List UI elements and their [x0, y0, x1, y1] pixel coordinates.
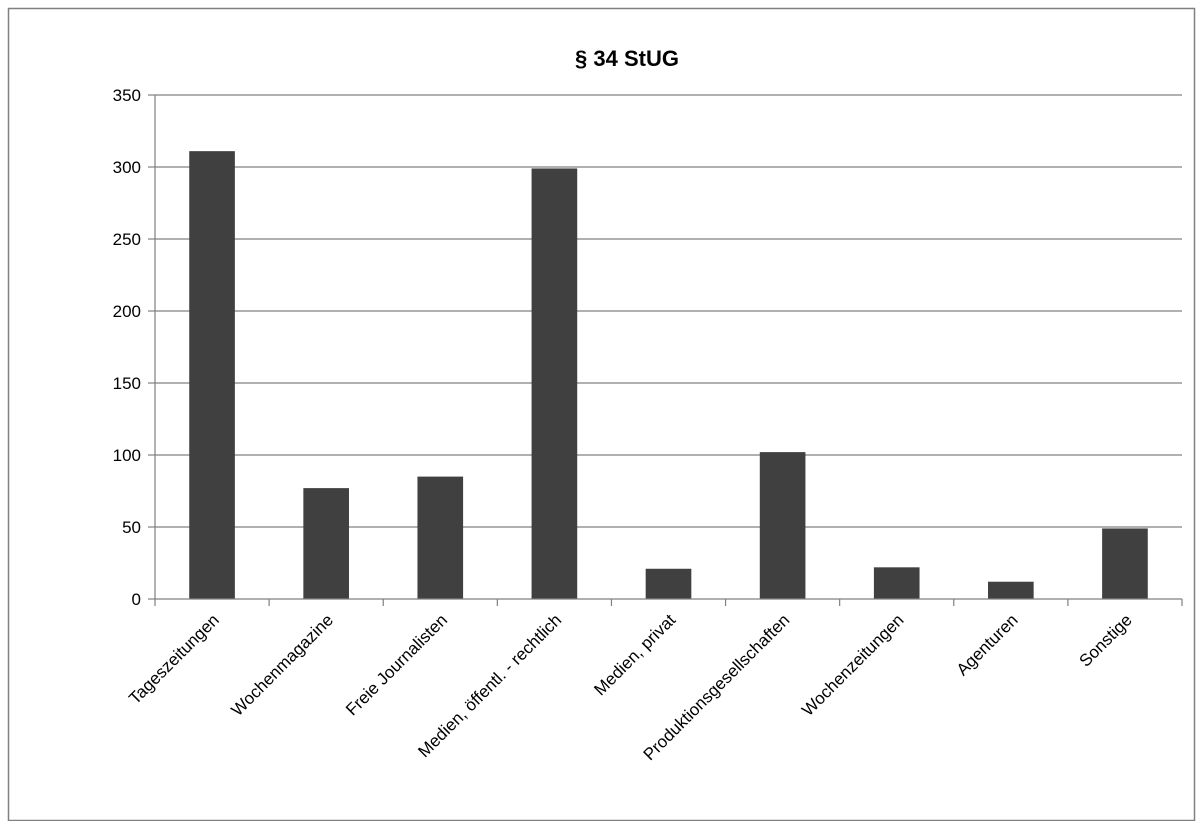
bar [873, 567, 920, 599]
y-tick-label: 200 [113, 302, 141, 321]
bar [759, 452, 806, 599]
y-tick-label: 350 [113, 86, 141, 105]
y-tick-label: 300 [113, 158, 141, 177]
y-tick-label: 0 [132, 590, 141, 609]
bar [189, 151, 235, 599]
y-tick-label: 250 [113, 230, 141, 249]
y-tick-label: 150 [113, 374, 141, 393]
bar [531, 168, 578, 599]
y-tick-label: 50 [122, 518, 141, 537]
gridlines [155, 94, 1182, 528]
chart-border [7, 7, 1196, 822]
bar [303, 488, 349, 599]
axes [148, 94, 1183, 606]
chart-title: § 34 StUG [575, 46, 679, 71]
bar [417, 476, 464, 599]
bar [1102, 528, 1148, 599]
y-tick-label: 100 [113, 446, 141, 465]
bars [189, 151, 1148, 599]
bar [645, 568, 692, 599]
bar [988, 581, 1034, 599]
